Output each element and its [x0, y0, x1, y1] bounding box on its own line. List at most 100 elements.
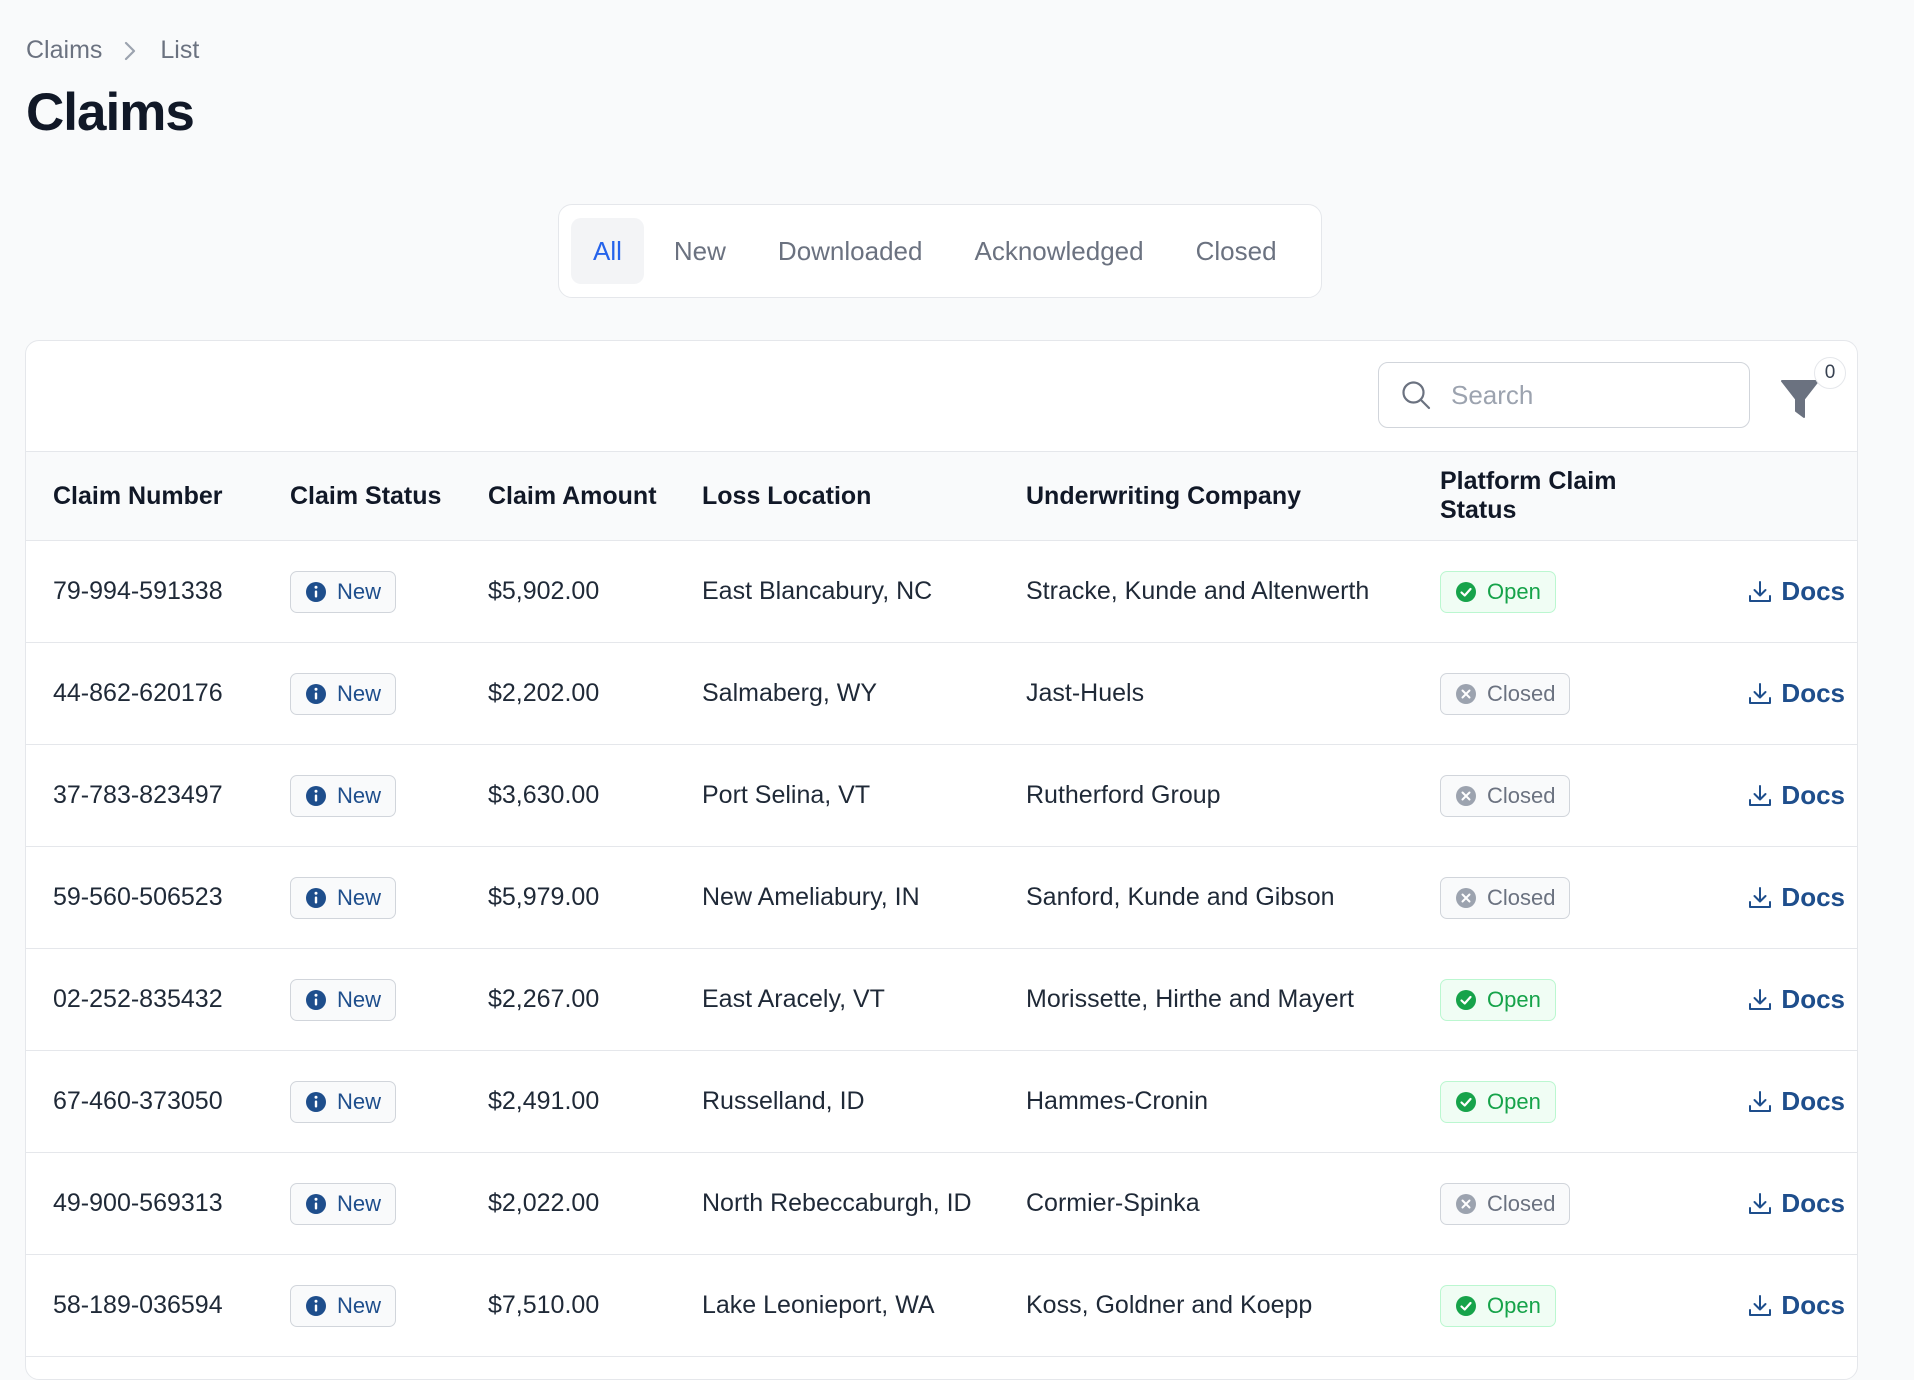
docs-cell: Docs [1690, 1152, 1857, 1255]
platform-status-label: Open [1487, 986, 1541, 1012]
claim-status-label: New [337, 680, 382, 706]
docs-download-link[interactable]: Docs [1690, 984, 1857, 1015]
tab-all[interactable]: All [571, 218, 644, 284]
claim-amount-cell: $3,630.00 [488, 744, 702, 847]
claim-number-cell[interactable]: 67-460-373050 [26, 1050, 290, 1153]
table-row[interactable]: 67-460-373050 New $2,491.00 Russelland, ID H… [26, 1050, 1857, 1153]
docs-download-link[interactable]: Docs [1690, 1290, 1857, 1321]
tab-new[interactable]: New [673, 235, 726, 266]
claim-number-cell[interactable]: 49-900-569313 [26, 1152, 290, 1255]
column-header-actions [1690, 452, 1857, 541]
info-icon [306, 1091, 326, 1112]
claim-status-cell: New [290, 1050, 488, 1153]
info-icon [306, 887, 326, 908]
claim-status-badge: New [290, 570, 397, 613]
claim-amount-cell: $2,022.00 [488, 1152, 702, 1255]
platform-status-label: Open [1487, 1292, 1541, 1318]
platform-status-cell: Open [1440, 1050, 1690, 1153]
column-header-underwriting-company[interactable]: Underwriting Company [1026, 452, 1440, 541]
underwriting-company-cell: Hammes-Cronin [1026, 1050, 1440, 1153]
docs-label: Docs [1781, 780, 1845, 810]
column-header-claim-number[interactable]: Claim Number [26, 452, 290, 541]
claim-number-cell[interactable]: 58-189-036594 [26, 1254, 290, 1357]
claim-status-cell: New [290, 1152, 488, 1255]
column-header-loss-location[interactable]: Loss Location [702, 452, 1026, 541]
claim-status-badge: New [290, 1182, 397, 1225]
docs-download-link[interactable]: Docs [1690, 882, 1857, 913]
platform-status-cell: Closed [1440, 642, 1690, 745]
download-icon [1749, 580, 1772, 602]
download-icon [1749, 1090, 1772, 1112]
loss-location-cell: Russelland, ID [702, 1050, 1026, 1153]
table-row[interactable]: 49-900-569313 New $2,022.00 North Rebeccabu… [26, 1152, 1857, 1255]
tab-downloaded[interactable]: Downloaded [777, 235, 923, 266]
docs-label: Docs [1781, 1188, 1845, 1218]
claim-number-cell[interactable]: 79-994-591338 [26, 540, 290, 643]
claim-status-label: New [337, 884, 382, 910]
claim-status-label: New [337, 1088, 382, 1114]
download-icon [1749, 784, 1772, 806]
claim-status-badge: New [290, 774, 397, 817]
docs-download-link[interactable]: Docs [1690, 1086, 1857, 1117]
claim-status-label: New [337, 1292, 382, 1318]
download-icon [1749, 1192, 1772, 1214]
docs-download-link[interactable]: Docs [1690, 780, 1857, 811]
claim-status-label: New [337, 986, 382, 1012]
docs-label: Docs [1781, 1290, 1845, 1320]
column-header-platform-claim-status[interactable]: Platform Claim Status [1440, 452, 1690, 541]
claim-amount-cell: $5,979.00 [488, 846, 702, 949]
x-circle-icon [1456, 785, 1476, 806]
platform-status-cell: Closed [1440, 1152, 1690, 1255]
docs-download-link[interactable]: Docs [1690, 1188, 1857, 1219]
table-row[interactable]: 02-252-835432 New $2,267.00 East Aracely, V… [26, 948, 1857, 1051]
platform-status-badge: Closed [1440, 876, 1571, 919]
claim-number-cell[interactable]: 59-560-506523 [26, 846, 290, 949]
check-circle-icon [1456, 1091, 1476, 1112]
filter-icon[interactable] [1778, 375, 1822, 425]
info-icon [306, 785, 326, 806]
loss-location-cell: East Blancabury, NC [702, 540, 1026, 643]
underwriting-company-cell: Sanford, Kunde and Gibson [1026, 846, 1440, 949]
column-header-claim-status[interactable]: Claim Status [290, 452, 488, 541]
status-tabs: All New Downloaded Acknowledged Closed [558, 204, 1322, 298]
claim-amount-cell: $2,202.00 [488, 642, 702, 745]
claim-number-cell[interactable]: 44-862-620176 [26, 642, 290, 745]
search-input[interactable] [1449, 378, 1733, 412]
claim-status-badge: New [290, 876, 397, 919]
info-icon [306, 581, 326, 602]
table-row[interactable]: 44-862-620176 New $2,202.00 Salmaberg, WY Ja… [26, 642, 1857, 745]
claim-number-cell[interactable]: 02-252-835432 [26, 948, 290, 1051]
column-header-claim-amount[interactable]: Claim Amount [488, 452, 702, 541]
page-title: Claims [26, 83, 195, 142]
platform-status-label: Closed [1487, 680, 1556, 706]
filter-count-badge: 0 [1814, 357, 1846, 389]
docs-label: Docs [1781, 576, 1845, 606]
platform-status-cell: Closed [1440, 846, 1690, 949]
docs-download-link[interactable]: Docs [1690, 576, 1857, 607]
search-icon [1402, 381, 1431, 410]
tab-acknowledged[interactable]: Acknowledged [974, 235, 1144, 266]
claim-status-cell: New [290, 540, 488, 643]
download-icon [1749, 1294, 1772, 1316]
chevron-right-icon [124, 40, 138, 62]
info-icon [306, 683, 326, 704]
table-row[interactable]: 79-994-591338 New $5,902.00 East Blancabury… [26, 540, 1857, 643]
platform-status-badge: Open [1440, 1080, 1556, 1123]
claim-amount-cell: $7,510.00 [488, 1254, 702, 1357]
table-row[interactable]: 58-189-036594 New $7,510.00 Lake Leonieport… [26, 1254, 1857, 1357]
table-row[interactable]: 59-560-506523 New $5,979.00 New Ameliabury,… [26, 846, 1857, 949]
tab-closed[interactable]: Closed [1195, 235, 1277, 266]
platform-status-badge: Closed [1440, 1182, 1571, 1225]
claim-status-cell: New [290, 948, 488, 1051]
download-icon [1749, 682, 1772, 704]
breadcrumb-parent-link[interactable]: Claims [26, 36, 103, 64]
docs-download-link[interactable]: Docs [1690, 678, 1857, 709]
platform-status-cell: Open [1440, 948, 1690, 1051]
table-row[interactable]: 37-783-823497 New $3,630.00 Port Selina, VT… [26, 744, 1857, 847]
claim-amount-cell: $5,902.00 [488, 540, 702, 643]
claim-status-label: New [337, 1190, 382, 1216]
claim-status-cell: New [290, 642, 488, 745]
claim-number-cell[interactable]: 37-783-823497 [26, 744, 290, 847]
docs-label: Docs [1781, 1086, 1845, 1116]
table-toolbar: 0 [26, 341, 1857, 452]
